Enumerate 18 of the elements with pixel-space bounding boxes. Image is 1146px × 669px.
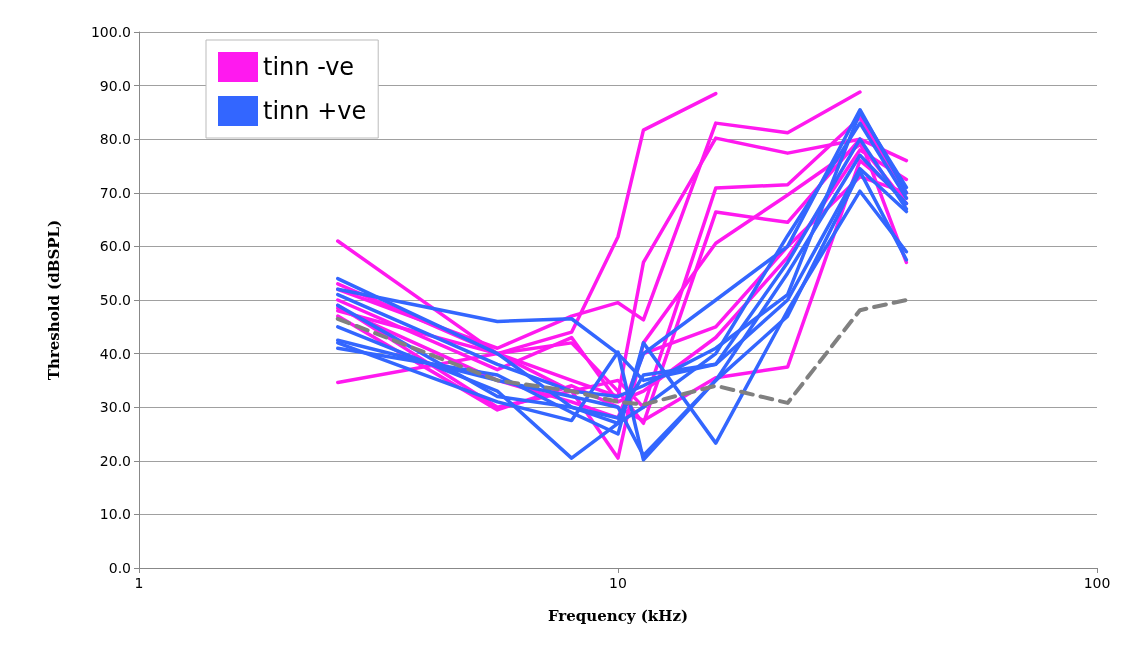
- legend-label: tinn +ve: [263, 97, 367, 125]
- x-axis-title: Frequency (kHz): [547, 606, 689, 625]
- y-tick-label: 60.0: [99, 238, 131, 255]
- y-tick-label: 100.0: [90, 24, 131, 40]
- y-tick-label: 50.0: [99, 292, 131, 308]
- y-tick-label: 90.0: [99, 77, 131, 94]
- y-tick-label: 30.0: [99, 399, 131, 416]
- y-tick-label: 80.0: [99, 131, 131, 148]
- y-tick-label: 20.0: [99, 452, 131, 469]
- x-tick-label: 100: [1083, 575, 1111, 591]
- y-tick-label: 70.0: [99, 184, 131, 201]
- y-tick-label: 40.0: [99, 345, 131, 362]
- x-tick-label: 1: [134, 575, 144, 591]
- x-tick-label: 10: [609, 575, 627, 591]
- y-axis-title: Threshold (dBSPL): [44, 219, 63, 381]
- y-tick-label: 0.0: [108, 560, 131, 576]
- y-tick-label: 10.0: [99, 506, 131, 523]
- legend-label: tinn -ve: [263, 53, 355, 81]
